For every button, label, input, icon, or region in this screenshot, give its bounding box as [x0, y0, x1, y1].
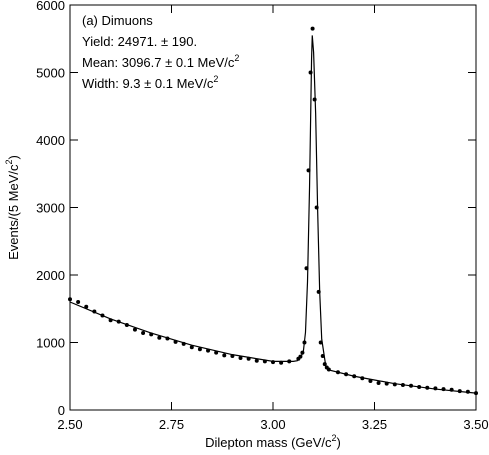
data-point	[322, 362, 327, 367]
data-point	[316, 289, 321, 294]
y-tick-label: 0	[58, 403, 65, 418]
data-point	[214, 350, 219, 355]
data-point	[326, 367, 331, 372]
data-point	[100, 313, 105, 318]
data-point	[376, 381, 381, 385]
data-point	[141, 331, 146, 336]
y-tick-label: 5000	[36, 66, 65, 81]
data-point	[279, 360, 284, 365]
annotation: (a) Dimuons	[82, 13, 153, 28]
data-point	[262, 359, 267, 364]
data-point	[318, 340, 323, 345]
data-point	[298, 354, 303, 359]
data-point	[116, 319, 121, 324]
data-point	[308, 70, 313, 75]
data-point	[312, 97, 317, 102]
annotation-text: Mean: 3096.7 ± 0.1 MeV/c	[82, 55, 235, 70]
x-axis-label-end: )	[337, 435, 341, 450]
x-axis-label-sup: 2	[332, 433, 337, 443]
data-point	[197, 347, 202, 352]
data-point	[304, 266, 309, 271]
y-axis-label-text: Events/(5 MeV/c	[6, 164, 21, 260]
data-point	[206, 348, 211, 353]
data-point	[181, 341, 186, 346]
y-axis-label-end: )	[6, 155, 21, 159]
data-point	[92, 309, 97, 314]
y-tick-label: 6000	[36, 0, 65, 13]
annotation-text: Width: 9.3 ± 0.1 MeV/c	[82, 76, 214, 91]
data-point	[300, 350, 305, 355]
data-point	[306, 168, 311, 173]
x-axis-label: Dilepton mass (GeV/c2)	[205, 433, 341, 450]
data-point	[314, 205, 319, 210]
data-point	[108, 318, 113, 323]
annotation-sup: 2	[234, 53, 239, 63]
data-point	[254, 358, 259, 363]
data-point	[425, 385, 430, 390]
data-point	[409, 383, 414, 388]
data-point	[238, 356, 243, 361]
data-point	[441, 387, 446, 392]
x-tick-label: 3.25	[362, 417, 387, 432]
x-tick-label: 2.50	[57, 417, 82, 432]
annotation: Width: 9.3 ± 0.1 MeV/c2	[82, 74, 218, 91]
data-point	[76, 300, 81, 304]
data-point	[465, 389, 470, 394]
data-point	[449, 387, 454, 392]
data-point	[84, 304, 89, 309]
y-axis-label: Events/(5 MeV/c2)	[4, 155, 21, 260]
data-point	[392, 382, 397, 387]
annotation-text: Yield: 24971. ± 190.	[82, 34, 197, 49]
annotation: Yield: 24971. ± 190.	[82, 34, 197, 49]
annotation: Mean: 3096.7 ± 0.1 MeV/c2	[82, 53, 239, 70]
data-point	[222, 353, 227, 358]
data-point	[68, 297, 72, 302]
data-point	[360, 376, 365, 381]
data-point	[344, 372, 349, 377]
data-point	[173, 339, 178, 344]
data-point	[400, 383, 405, 388]
x-axis-label-text: Dilepton mass (GeV/c	[205, 435, 332, 450]
y-tick-label: 4000	[36, 133, 65, 148]
data-point	[457, 389, 462, 394]
data-point	[384, 381, 389, 386]
data-point	[368, 378, 373, 383]
data-point	[149, 332, 154, 337]
data-point	[302, 340, 307, 345]
x-tick-label: 2.75	[159, 417, 184, 432]
data-point	[189, 345, 194, 350]
y-axis-label-sup: 2	[4, 159, 14, 164]
y-tick-label: 1000	[36, 336, 65, 351]
data-point	[287, 359, 292, 364]
data-point	[165, 336, 170, 341]
data-point	[230, 354, 235, 358]
annotation-sup: 2	[213, 74, 218, 84]
y-tick-label: 3000	[36, 201, 65, 216]
data-point	[157, 335, 162, 340]
data-point	[417, 385, 422, 390]
data-point	[474, 391, 478, 396]
data-point	[320, 354, 325, 358]
data-point	[352, 374, 357, 379]
data-point	[246, 356, 251, 361]
data-point	[335, 370, 340, 375]
data-point	[132, 327, 137, 332]
annotation-text: (a) Dimuons	[82, 13, 153, 28]
y-tick-label: 2000	[36, 268, 65, 283]
data-point	[124, 322, 129, 327]
x-tick-label: 3.00	[260, 417, 285, 432]
data-point	[310, 26, 315, 31]
data-point	[433, 386, 438, 391]
x-tick-label: 3.50	[463, 417, 488, 432]
data-point	[271, 360, 275, 365]
